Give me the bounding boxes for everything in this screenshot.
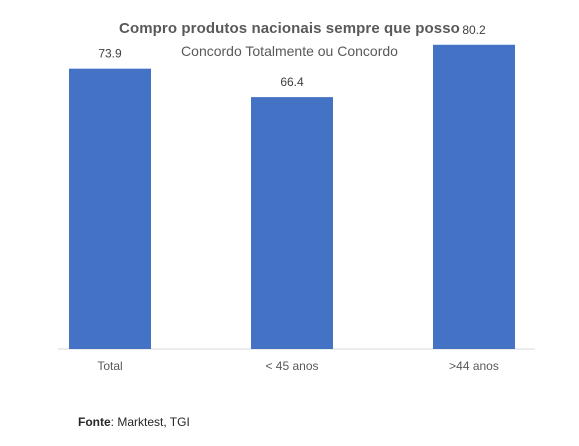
category-label-0: Total xyxy=(97,359,122,373)
category-label-2: >44 anos xyxy=(449,359,499,373)
bar-value-label-1: 66.4 xyxy=(280,75,304,89)
chart-title: Compro produtos nacionais sempre que pos… xyxy=(119,20,460,37)
category-label-1: < 45 anos xyxy=(265,359,318,373)
source-note: Fonte: Marktest, TGI xyxy=(78,415,190,429)
source-text: : Marktest, TGI xyxy=(110,415,190,429)
bar-0 xyxy=(69,68,151,349)
bar-1 xyxy=(251,97,333,350)
chart-subtitle: Concordo Totalmente ou Concordo xyxy=(181,43,398,59)
bar-value-label-2: 80.2 xyxy=(462,23,486,37)
bar-2 xyxy=(433,44,515,350)
source-label: Fonte xyxy=(78,415,111,429)
bar-value-label-0: 73.9 xyxy=(98,47,122,61)
